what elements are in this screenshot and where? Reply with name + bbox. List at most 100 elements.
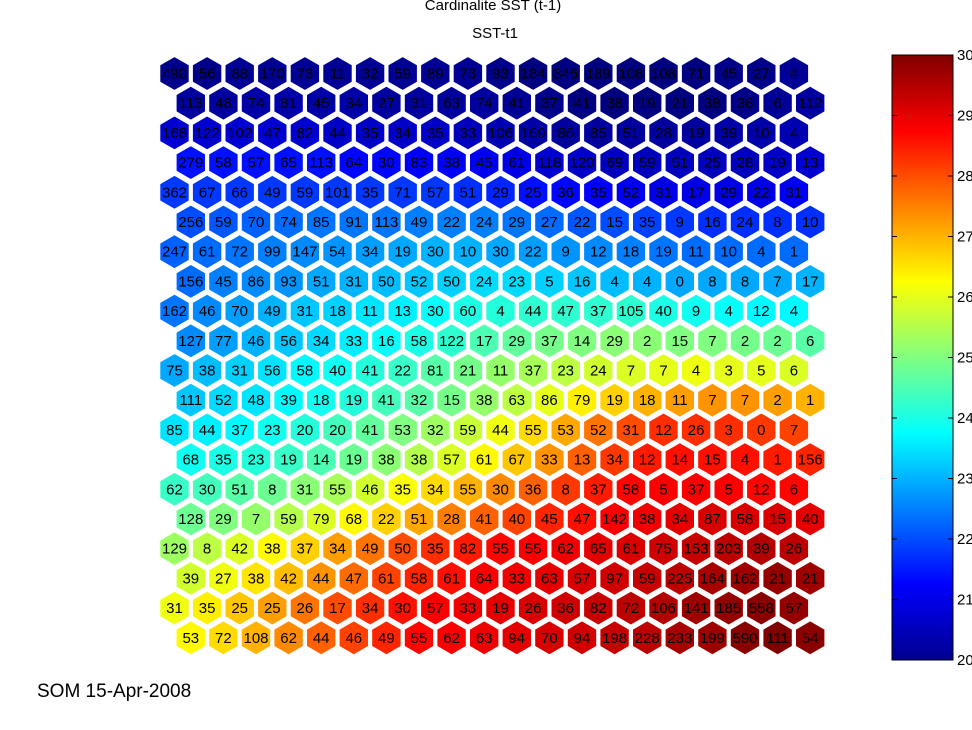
hex-cell <box>486 591 515 625</box>
hex-cell <box>616 235 646 269</box>
hex-count-label: 30 <box>492 481 509 498</box>
hex-count-label: 30 <box>199 481 216 498</box>
hex-cell <box>209 443 238 476</box>
hex-cell <box>633 205 662 239</box>
hex-cell <box>160 235 189 269</box>
hex-count-label: 23 <box>508 273 525 290</box>
hex-count-label: 5 <box>757 363 765 380</box>
hex-cell <box>681 235 711 269</box>
hex-count-label: 57 <box>574 570 591 587</box>
hex-count-label: 147 <box>292 244 317 261</box>
hex-count-label: 39 <box>280 392 297 409</box>
hex-count-label: 9 <box>562 244 570 261</box>
hex-cell <box>698 146 727 179</box>
hex-cell <box>567 146 597 179</box>
hex-cell <box>747 472 776 506</box>
hex-count-label: 21 <box>460 363 477 380</box>
hex-cell <box>796 86 825 120</box>
hex-count-label: 41 <box>574 95 591 112</box>
hex-cell <box>437 383 466 417</box>
hex-count-label: 24 <box>590 363 607 380</box>
hex-cell <box>421 235 450 269</box>
hex-count-label: 4 <box>790 66 798 83</box>
hex-count-label: 53 <box>182 630 199 647</box>
hex-count-label: 18 <box>313 392 330 409</box>
hex-count-label: 51 <box>671 155 688 172</box>
hex-count-label: 59 <box>639 155 656 172</box>
hex-count-label: 2 <box>773 392 781 409</box>
hex-cell <box>470 383 499 417</box>
hex-cell <box>551 175 580 209</box>
hex-count-label: 20 <box>329 422 346 439</box>
hex-cell <box>665 443 694 476</box>
hex-count-label: 17 <box>802 273 819 290</box>
hex-cell <box>518 294 548 328</box>
hex-cell <box>192 591 222 625</box>
hex-count-label: 19 <box>655 244 672 261</box>
hex-cell <box>437 502 466 536</box>
hex-count-label: 122 <box>195 125 220 142</box>
hex-count-label: 49 <box>411 214 428 231</box>
hex-cell <box>323 472 352 506</box>
hex-cell <box>339 324 368 358</box>
hex-cell <box>698 502 727 536</box>
hex-cell <box>616 532 646 566</box>
hex-count-label: 1 <box>790 244 798 261</box>
colorbar-tick-label: 22 <box>957 531 972 548</box>
hex-count-label: 26 <box>688 422 705 439</box>
hex-count-label: 14 <box>671 452 688 469</box>
colorbar-tick-label: 30 <box>957 47 972 64</box>
hex-cell <box>502 324 531 358</box>
hex-cell <box>518 591 548 625</box>
hex-cell <box>633 146 662 179</box>
hex-count-label: 61 <box>199 244 216 261</box>
hex-cell <box>698 443 727 476</box>
hex-count-label: 17 <box>476 333 493 350</box>
hex-count-label: 12 <box>753 303 770 320</box>
hex-count-label: 30 <box>427 303 444 320</box>
hex-cell <box>567 324 597 358</box>
hex-count-label: 11 <box>330 66 346 83</box>
hex-cell <box>502 502 531 536</box>
hex-cell <box>225 532 254 566</box>
hex-cell <box>665 265 694 298</box>
hex-cell <box>192 175 222 209</box>
hex-cell <box>241 324 271 358</box>
hex-count-label: 4 <box>692 363 700 380</box>
hex-count-label: 63 <box>508 392 525 409</box>
hex-cell <box>470 86 499 120</box>
hex-cell <box>372 86 401 120</box>
hex-cell <box>209 265 238 298</box>
hex-count-label: 62 <box>166 481 183 498</box>
hex-cell <box>616 354 646 387</box>
hex-count-label: 34 <box>345 95 362 112</box>
hex-count-label: 35 <box>639 214 656 231</box>
hex-cell <box>796 443 825 476</box>
hex-count-label: 8 <box>708 273 716 290</box>
colorbar-tick-label: 21 <box>957 592 972 609</box>
hex-count-label: 58 <box>215 155 232 172</box>
hex-count-label: 44 <box>313 630 330 647</box>
hex-cell <box>388 472 417 506</box>
hex-cell <box>730 502 760 536</box>
hex-cell <box>307 621 336 655</box>
hex-cell <box>796 502 825 536</box>
hex-count-label: 29 <box>508 333 525 350</box>
hex-count-label: 4 <box>790 303 798 320</box>
hex-count-label: 37 <box>525 363 542 380</box>
hex-count-labels: 490 56 88 170 73 11 32 59 89 73 93 184 346 189 108 108 7… <box>162 66 823 647</box>
hex-count-label: 25 <box>525 184 542 201</box>
hex-cell <box>339 205 368 239</box>
hex-cell <box>453 175 483 209</box>
hex-cell <box>714 472 743 506</box>
hex-count-label: 74 <box>280 214 297 231</box>
hex-count-label: 74 <box>476 95 493 112</box>
hex-count-label: 49 <box>362 541 379 558</box>
hex-count-label: 85 <box>166 422 183 439</box>
hex-count-label: 61 <box>508 155 525 172</box>
hex-cell <box>307 383 336 417</box>
hex-cell <box>681 472 711 506</box>
hex-count-label: 42 <box>280 570 297 587</box>
colorbar <box>891 54 954 661</box>
hex-cell <box>258 57 287 90</box>
